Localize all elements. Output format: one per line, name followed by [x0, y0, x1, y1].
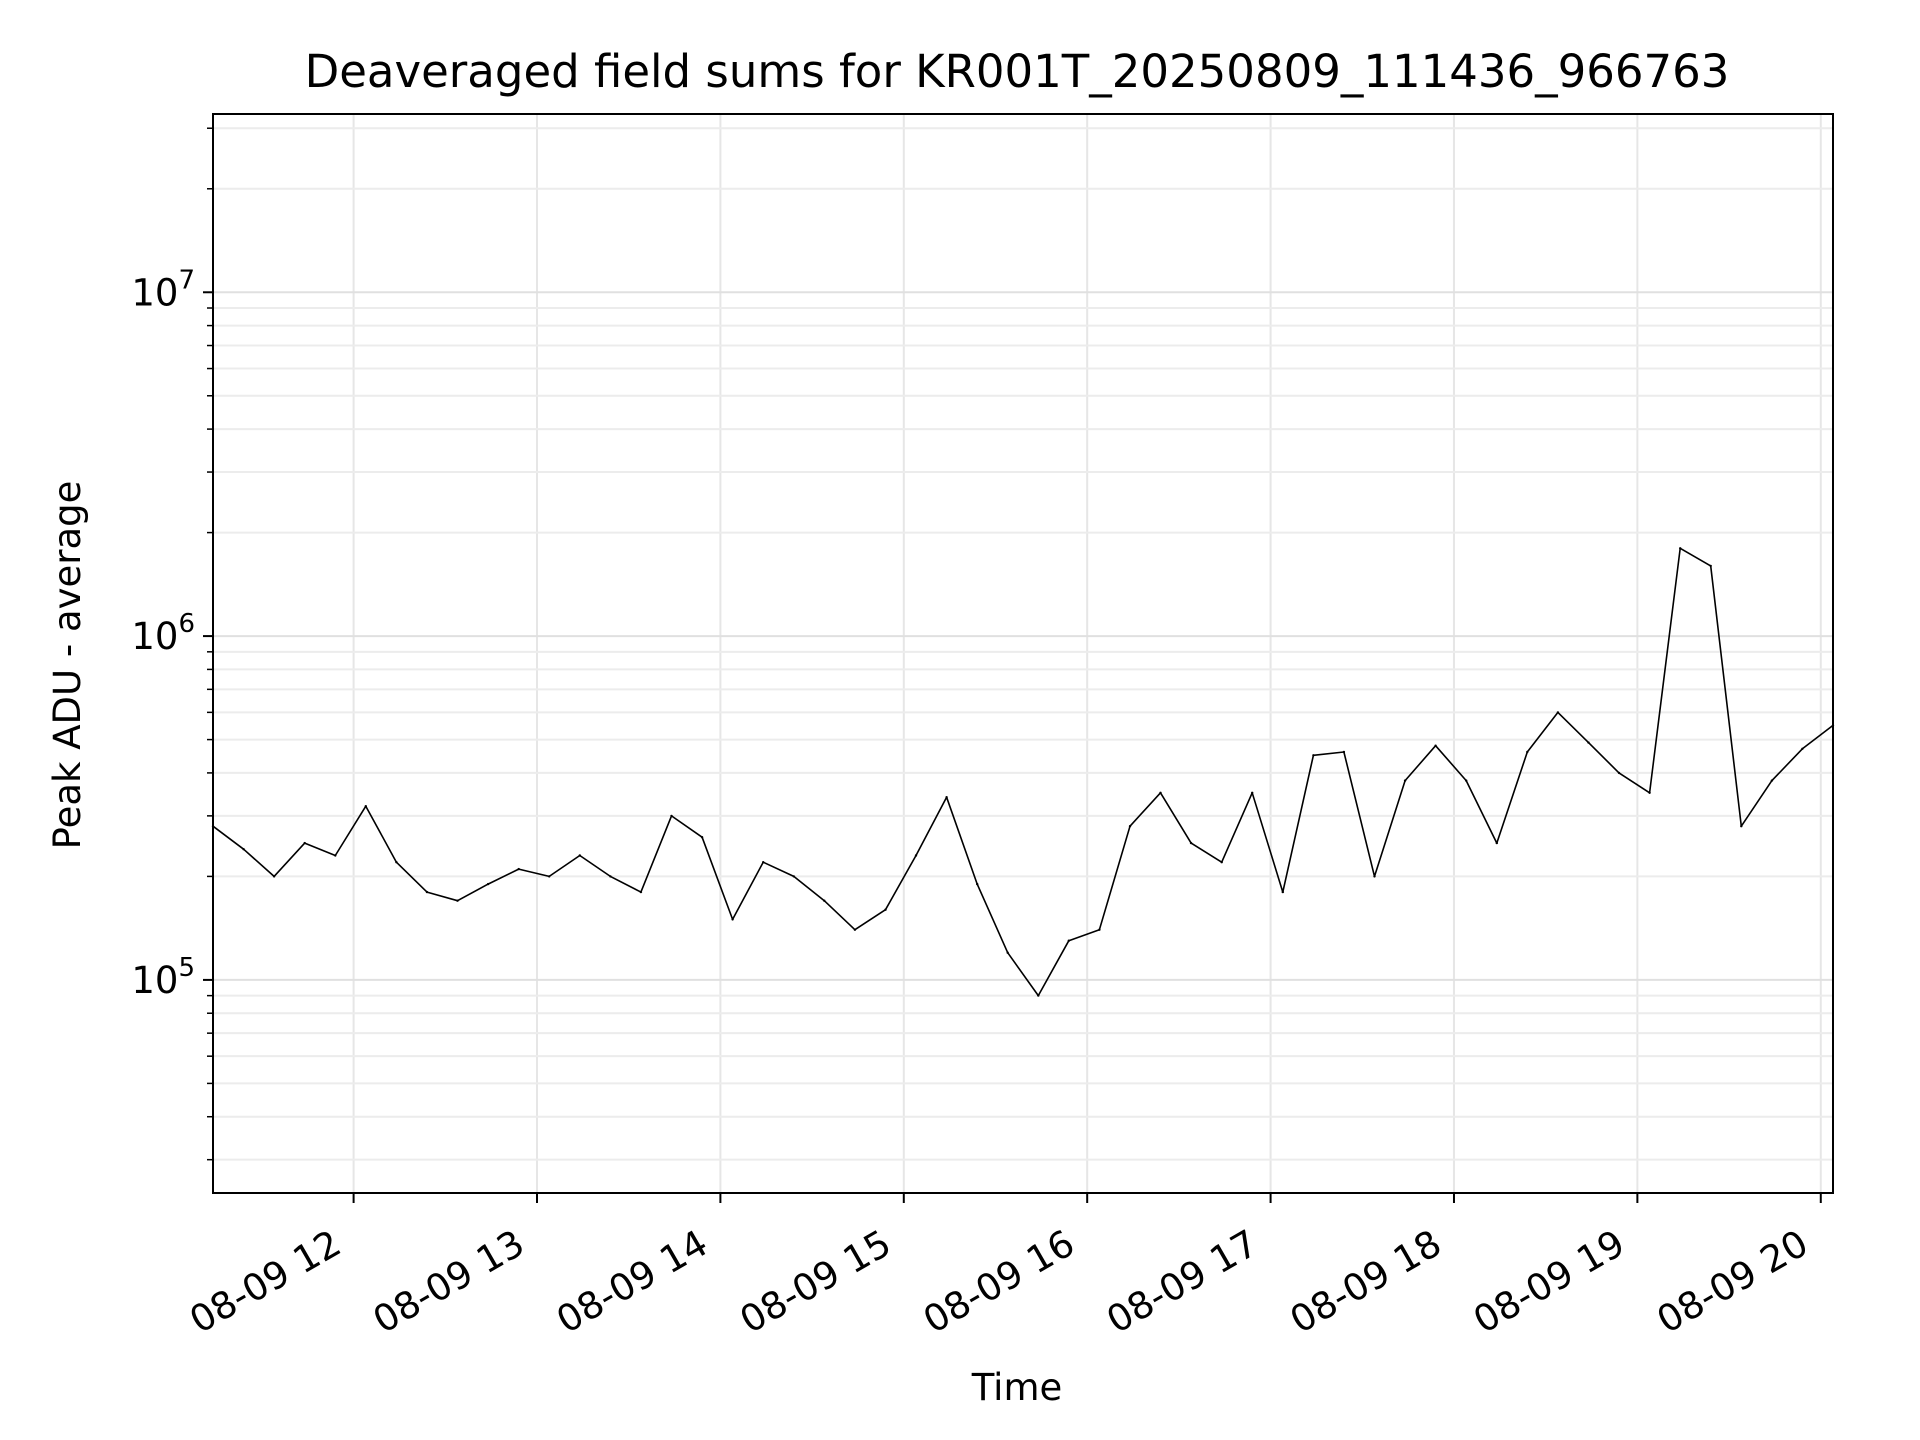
- data-point: [1128, 825, 1132, 828]
- y-tick-label-exponent: 6: [178, 609, 195, 639]
- data-point: [823, 899, 826, 902]
- data-point: [609, 875, 612, 878]
- series-line: [212, 547, 1834, 997]
- data-point: [976, 882, 979, 886]
- data-point: [1159, 791, 1162, 794]
- data-point: [1434, 744, 1437, 747]
- data-point: [945, 796, 948, 799]
- plot-area-frame: [212, 113, 1834, 1194]
- y-tick-label: 105: [131, 953, 195, 1002]
- data-point: [1067, 939, 1071, 942]
- data-point: [1006, 951, 1009, 954]
- data-point: [762, 861, 765, 864]
- x-axis-label: Time: [971, 1366, 1063, 1409]
- data-point: [1556, 711, 1560, 714]
- y-tick-label-exponent: 5: [178, 953, 195, 983]
- grid: [213, 114, 1833, 1193]
- data-point: [1587, 741, 1590, 744]
- data-point: [1373, 875, 1376, 878]
- data-point: [700, 836, 704, 839]
- data-point: [1740, 825, 1743, 828]
- data-point: [456, 899, 459, 902]
- data-point: [884, 908, 887, 911]
- data-point: [914, 854, 918, 857]
- y-tick-label-base: 10: [131, 615, 178, 658]
- y-tick-label-exponent: 7: [178, 265, 195, 295]
- data-point: [1189, 841, 1193, 845]
- data-point: [1770, 779, 1774, 782]
- data-point: [334, 854, 337, 857]
- y-tick-label-base: 10: [131, 271, 178, 314]
- data-point: [1403, 779, 1407, 782]
- data-point: [1679, 547, 1682, 550]
- data-point: [425, 890, 429, 894]
- data-point: [1251, 791, 1254, 794]
- data-point: [486, 882, 490, 886]
- data-point: [1526, 750, 1529, 754]
- data-point: [1220, 861, 1223, 864]
- data-point: [1617, 771, 1621, 775]
- data-point: [1801, 747, 1804, 750]
- data-point: [1495, 841, 1499, 845]
- data-point: [1281, 890, 1285, 894]
- data-point: [1465, 779, 1468, 782]
- y-tick-label: 107: [131, 265, 195, 314]
- data-point: [1709, 564, 1712, 568]
- data-point: [303, 841, 306, 845]
- y-tick-label-base: 10: [131, 959, 178, 1002]
- data-point: [792, 875, 795, 878]
- data-point: [639, 890, 643, 894]
- data-point: [578, 854, 581, 857]
- chart-title: Deaveraged field sums for KR001T_2025080…: [305, 45, 1730, 98]
- data-point: [1098, 928, 1101, 931]
- data-point: [731, 918, 734, 921]
- data-point: [1342, 750, 1346, 754]
- data-point: [1312, 754, 1315, 757]
- data-point: [1037, 994, 1040, 997]
- data-point: [242, 848, 245, 851]
- data-point: [364, 805, 367, 808]
- data-point: [517, 867, 520, 871]
- data-point: [272, 875, 276, 878]
- data-point: [853, 928, 857, 931]
- data-point: [548, 875, 551, 878]
- data-point: [395, 861, 398, 864]
- data-point: [1648, 791, 1651, 794]
- data-point: [670, 814, 673, 818]
- y-axis-label: Peak ADU - average: [46, 481, 89, 850]
- y-tick-label: 106: [131, 609, 195, 658]
